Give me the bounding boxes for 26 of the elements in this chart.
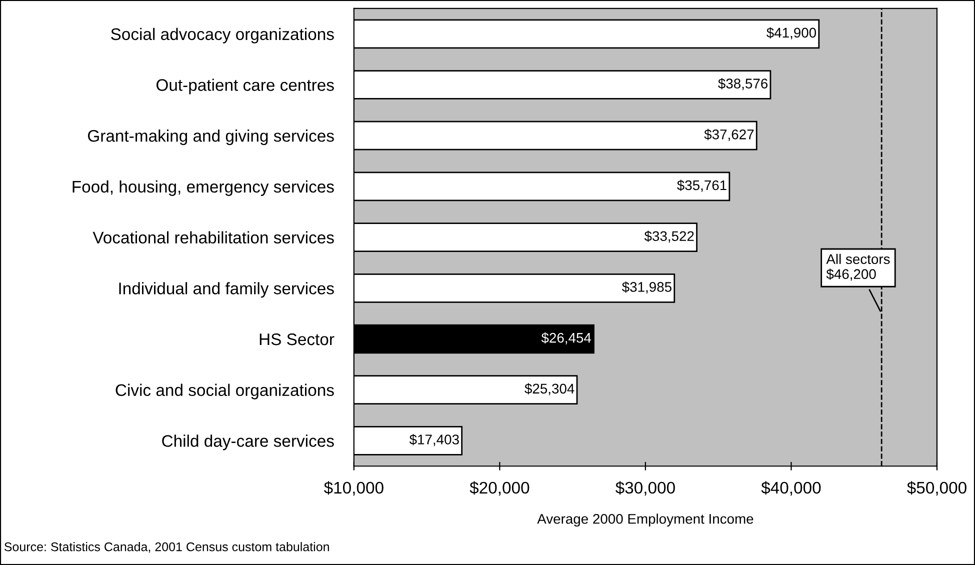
data-label: $25,304: [524, 383, 574, 396]
x-tick-label: $20,000: [470, 481, 530, 496]
x-tick-label: $40,000: [761, 481, 821, 496]
x-tick-label: $10,000: [324, 481, 384, 496]
source-note: Source: Statistics Canada, 2001 Census custom tabulation: [4, 542, 329, 553]
x-tick-label: $30,000: [616, 481, 675, 496]
y-tick-label: Out-patient care centres: [156, 78, 334, 94]
y-tick-label: Grant-making and giving services: [88, 130, 334, 146]
data-label: $33,522: [644, 230, 694, 243]
data-label: $37,627: [704, 128, 754, 141]
data-label: $26,454: [541, 332, 592, 344]
x-tick-label: $50,000: [907, 481, 966, 496]
y-tick-label: Civic and social organizations: [116, 384, 334, 400]
y-tick-label: Individual and family services: [119, 282, 334, 298]
y-tick-label: Food, housing, emergency services: [72, 180, 334, 196]
y-tick-label: HS Sector: [260, 333, 334, 346]
y-tick-label: Vocational rehabilitation services: [92, 231, 334, 244]
data-label: $41,900: [766, 27, 816, 40]
data-label: $17,403: [409, 434, 459, 446]
x-axis-title: Average 2000 Employment Income: [537, 514, 754, 527]
y-tick-label: Child day-care services: [162, 434, 334, 450]
data-label: $35,761: [677, 180, 726, 192]
data-label: $31,985: [622, 281, 672, 294]
ref-line-label: All sectors $46,200: [826, 254, 890, 281]
y-tick-label: Social advocacy organizations: [111, 28, 334, 44]
data-label: $38,576: [718, 78, 768, 90]
